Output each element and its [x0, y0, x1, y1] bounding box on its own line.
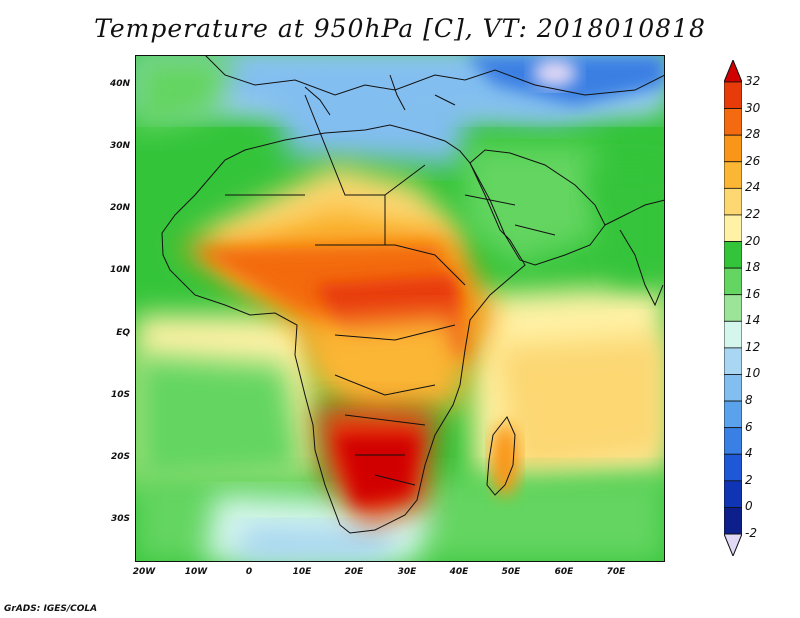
colorbar-swatch [724, 187, 742, 216]
lon-tick-label: 10E [292, 567, 312, 577]
colorbar [724, 60, 742, 556]
temperature-map [135, 55, 665, 562]
lon-tick-label: 50E [501, 567, 521, 577]
colorbar-tick-label: 10 [745, 366, 761, 381]
colorbar-swatch [724, 374, 742, 402]
lat-tick-label: 40N [109, 79, 130, 89]
colorbar-swatch [724, 347, 742, 375]
lat-tick-label: 10S [110, 390, 130, 400]
lat-tick-label: 20N [109, 203, 130, 213]
colorbar-swatch [724, 241, 742, 269]
colorbar-tick-label: 22 [745, 206, 761, 221]
colorbar-tick-label: 8 [745, 393, 753, 408]
lon-tick-label: 30E [397, 567, 417, 577]
colorbar-swatch [724, 134, 742, 163]
colorbar-swatch [724, 161, 742, 189]
lat-tick-label: EQ [116, 328, 130, 338]
lon-tick-label: 20W [132, 567, 156, 577]
colorbar-swatch [724, 427, 742, 455]
colorbar-tick-label: 20 [745, 233, 761, 248]
chart-title: Temperature at 950hPa [C], VT: 201801081… [94, 14, 706, 43]
lon-tick-label: 70E [606, 567, 626, 577]
temperature-field [135, 55, 665, 562]
colorbar-tick-label: 2 [745, 472, 753, 487]
lat-tick-label: 30S [110, 514, 130, 524]
colorbar-tick-label: 28 [745, 127, 761, 142]
coastlines [161, 55, 665, 534]
colorbar-top-arrow [724, 60, 742, 83]
lon-tick-label: 10W [184, 567, 208, 577]
colorbar-swatch [724, 453, 742, 482]
colorbar-tick-label: 6 [745, 419, 753, 434]
colorbar-swatch [724, 480, 742, 508]
colorbar-swatch [724, 400, 742, 429]
colorbar-swatch [724, 108, 742, 136]
colorbar-tick-label: 4 [745, 446, 753, 461]
colorbar-swatch [724, 294, 742, 322]
colorbar-tick-label: 30 [745, 100, 761, 115]
colorbar-swatch [724, 267, 742, 296]
colorbar-swatch [724, 81, 742, 109]
colorbar-tick-label: 24 [745, 180, 761, 195]
colorbar-swatch [724, 507, 742, 535]
lat-tick-label: 20S [110, 452, 130, 462]
grads-credit: GrADS: IGES/COLA [4, 604, 98, 614]
colorbar-tick-label: -2 [745, 526, 757, 540]
colorbar-tick-label: 18 [745, 260, 761, 275]
colorbar-tick-label: 14 [745, 313, 761, 328]
colorbar-swatch [724, 320, 742, 349]
lon-tick-label: 60E [554, 567, 574, 577]
lon-tick-label: 40E [449, 567, 469, 577]
map-canvas [135, 55, 665, 562]
lon-tick-label: 0 [245, 567, 253, 577]
lat-tick-label: 10N [109, 265, 130, 275]
lon-tick-label: 20E [344, 567, 364, 577]
colorbar-tick-label: 0 [745, 499, 753, 514]
lat-tick-label: 30N [109, 141, 130, 151]
colorbar-tick-label: 26 [745, 153, 761, 168]
colorbar-swatch [724, 214, 742, 242]
colorbar-bottom-arrow [724, 533, 742, 556]
colorbar-tick-label: 12 [745, 339, 761, 354]
colorbar-tick-label: 16 [745, 286, 761, 301]
colorbar-tick-label: 32 [745, 74, 761, 88]
